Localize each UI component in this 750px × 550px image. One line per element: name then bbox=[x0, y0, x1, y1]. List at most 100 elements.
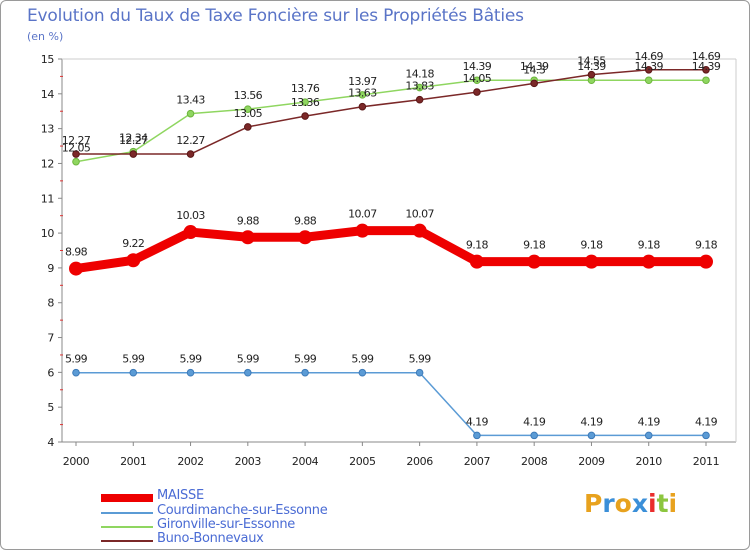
data-point bbox=[72, 150, 80, 158]
data-label: 14.55 bbox=[577, 55, 606, 68]
data-point bbox=[301, 368, 309, 377]
data-label: 5.99 bbox=[294, 353, 317, 366]
legend-label: MAISSE bbox=[157, 488, 204, 503]
y-tick-label: 8 bbox=[47, 297, 54, 310]
chart-axes: 4 5 6 7 8 9 10 11 12 13 14 15 2000 2001 2002 2003 2004 20… bbox=[41, 53, 737, 468]
data-point bbox=[301, 112, 309, 120]
series-line bbox=[75, 371, 707, 437]
data-label: 12.27 bbox=[176, 134, 205, 147]
series-buno-bonnevaux bbox=[72, 65, 710, 158]
x-tick-label: 2005 bbox=[349, 455, 376, 468]
logo-letter: i bbox=[668, 489, 678, 518]
series-gironville-sur-essonne bbox=[72, 76, 710, 166]
data-label: 14.39 bbox=[692, 60, 721, 73]
series-line bbox=[75, 69, 707, 155]
data-point bbox=[587, 70, 596, 79]
data-label: 14.05 bbox=[463, 72, 492, 85]
data-label: 9.18 bbox=[523, 239, 546, 252]
data-label: 9.18 bbox=[580, 239, 603, 252]
data-point bbox=[129, 150, 138, 158]
data-label: 14.69 bbox=[634, 50, 663, 63]
chart-title: Evolution du Taux de Taxe Foncière sur l… bbox=[27, 6, 524, 26]
y-tick-label: 9 bbox=[47, 262, 54, 275]
data-point bbox=[702, 76, 710, 85]
data-point bbox=[72, 368, 80, 377]
data-point bbox=[530, 79, 538, 88]
data-label: 14.69 bbox=[692, 50, 721, 63]
y-tick-label: 10 bbox=[41, 227, 55, 240]
data-label: 14.18 bbox=[405, 68, 434, 81]
legend-label: Gironville-sur-Essonne bbox=[157, 517, 295, 532]
y-tick-label: 11 bbox=[41, 192, 54, 205]
data-label: 12.27 bbox=[62, 134, 91, 147]
data-point bbox=[584, 254, 599, 269]
y-tick-label: 14 bbox=[41, 88, 55, 101]
data-label: 14.39 bbox=[634, 60, 663, 73]
data-label: 13.63 bbox=[348, 87, 377, 100]
data-label: 12.27 bbox=[119, 134, 148, 147]
data-label: 13.76 bbox=[291, 82, 320, 95]
series-maisse bbox=[69, 223, 713, 276]
proxiti-logo: Proxiti bbox=[584, 489, 677, 518]
data-point bbox=[415, 95, 424, 104]
data-point bbox=[530, 431, 538, 440]
data-point bbox=[641, 254, 656, 269]
data-label: 4.19 bbox=[523, 415, 546, 428]
y-tick-label: 12 bbox=[41, 157, 54, 170]
data-label: 5.99 bbox=[179, 353, 202, 366]
legend-swatch bbox=[101, 526, 153, 528]
series-courdimanche-sur-essonne bbox=[72, 368, 710, 440]
data-point bbox=[644, 431, 653, 440]
data-point bbox=[358, 102, 367, 111]
data-point bbox=[129, 368, 138, 377]
data-label: 12.34 bbox=[119, 132, 148, 145]
data-label: 9.18 bbox=[638, 239, 661, 252]
x-tick-label: 2001 bbox=[120, 455, 146, 468]
data-point bbox=[527, 254, 542, 269]
data-label: 14.39 bbox=[463, 60, 492, 73]
data-label: 14.3 bbox=[523, 63, 546, 76]
logo-letter: x bbox=[631, 489, 648, 518]
data-point bbox=[186, 109, 195, 118]
data-point bbox=[244, 123, 252, 131]
data-point bbox=[699, 254, 713, 269]
data-label: 5.99 bbox=[351, 353, 374, 366]
data-label: 10.07 bbox=[405, 208, 434, 221]
data-point bbox=[126, 253, 141, 268]
data-point bbox=[301, 98, 309, 106]
data-point bbox=[473, 76, 481, 85]
data-label: 5.99 bbox=[409, 353, 432, 366]
x-tick-label: 2000 bbox=[63, 455, 90, 468]
y-tick-label: 6 bbox=[47, 366, 54, 379]
data-point bbox=[244, 368, 252, 377]
data-label: 9.88 bbox=[294, 214, 317, 227]
data-point bbox=[244, 105, 252, 113]
y-axis-unit-label: (en %) bbox=[27, 30, 64, 43]
data-point bbox=[72, 157, 80, 166]
logo-letter: t bbox=[656, 489, 669, 518]
data-point bbox=[186, 150, 195, 158]
data-label: 4.19 bbox=[466, 415, 489, 428]
data-label: 5.99 bbox=[122, 353, 145, 366]
y-tick-label: 15 bbox=[41, 53, 55, 66]
data-label: 9.88 bbox=[237, 214, 260, 227]
data-point bbox=[183, 225, 198, 240]
y-tick-label: 13 bbox=[41, 123, 55, 136]
logo-letter: r bbox=[602, 489, 615, 518]
data-label: 9.18 bbox=[695, 239, 718, 252]
x-tick-label: 2006 bbox=[406, 455, 433, 468]
series-line bbox=[71, 226, 711, 274]
x-tick-label: 2009 bbox=[578, 455, 605, 468]
data-label: 14.39 bbox=[520, 60, 549, 73]
data-label: 5.99 bbox=[65, 353, 88, 366]
data-label: 5.99 bbox=[237, 353, 260, 366]
x-tick-label: 2003 bbox=[235, 455, 262, 468]
logo-letter: i bbox=[648, 489, 657, 518]
x-tick-label: 2011 bbox=[693, 455, 719, 468]
data-point bbox=[358, 91, 367, 99]
data-label: 13.83 bbox=[405, 80, 434, 93]
x-tick-label: 2002 bbox=[177, 455, 203, 468]
data-label: 13.56 bbox=[234, 89, 263, 102]
